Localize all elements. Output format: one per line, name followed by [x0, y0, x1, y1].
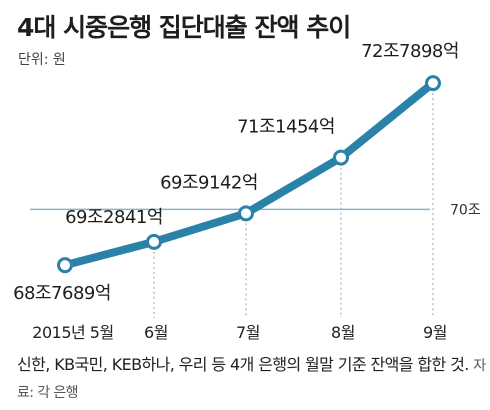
data-point [57, 257, 73, 274]
x-tick-label: 2015년 5월 [32, 323, 113, 342]
data-point [333, 149, 349, 166]
data-label: 68조7689억 [13, 283, 111, 304]
data-point [238, 205, 254, 222]
data-label: 69조2841억 [65, 207, 163, 228]
unit-label: 단위: 원 [18, 52, 66, 68]
x-tick-label: 8월 [331, 323, 355, 342]
data-point [425, 75, 441, 92]
note-text: 신한, KB국민, KEB하나, 우리 등 4개 은행의 월말 기준 잔액을 합… [17, 355, 469, 374]
x-tick-label: 6월 [144, 323, 168, 342]
chart-title: 4대 시중은행 집단대출 잔액 추이 [17, 13, 351, 42]
x-tick-label: 7월 [236, 323, 260, 342]
source-text: 자료: 각 은행 [17, 358, 486, 401]
data-label: 71조1454억 [237, 117, 335, 138]
x-tick-label: 9월 [423, 323, 447, 342]
line-chart: 70조 68조7689억 69조2841억 69조9142억 71조1454억 72조7… [13, 41, 481, 342]
chart-note: 신한, KB국민, KEB하나, 우리 등 4개 은행의 월말 기준 잔액을 합… [17, 352, 487, 406]
data-label: 72조7898억 [361, 41, 459, 62]
data-label: 69조9142억 [160, 172, 258, 193]
reference-line-label: 70조 [450, 202, 481, 218]
data-point [146, 233, 162, 250]
